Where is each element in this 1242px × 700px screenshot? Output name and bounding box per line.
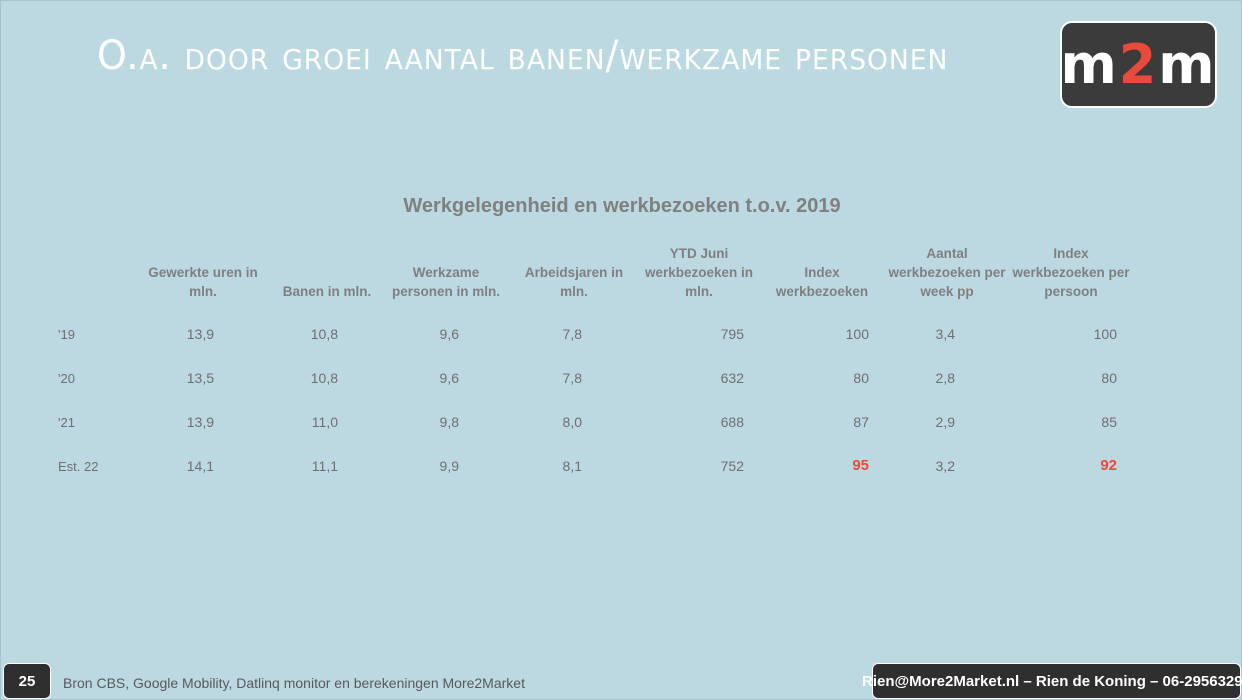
table-cell: 10,8 [310, 326, 338, 342]
row-label-19: '19 [58, 327, 75, 342]
table-cell: 10,8 [310, 370, 338, 386]
row-label-20: '20 [58, 371, 75, 386]
table-cell: 87 [853, 414, 869, 430]
table-cell: 9,6 [439, 370, 459, 386]
header-gewerkte-uren: Gewerkte uren in mln. [148, 265, 258, 299]
logo-accent-2: 2 [1118, 33, 1159, 96]
page-number-badge: 25 [3, 663, 51, 699]
header-index-werkbezoeken: Index werkbezoeken [775, 265, 869, 299]
table-cell: 2,8 [935, 370, 955, 386]
table-cell: 632 [720, 370, 744, 386]
logo-letter-m1: m [1060, 33, 1119, 96]
header-werkzame-personen: Werkzame personen in mln. [391, 265, 500, 299]
header-index-per-persoon: Index werkbezoeken per persoon [1012, 246, 1130, 299]
table-cell: 688 [720, 414, 744, 430]
table-cell: 13,9 [186, 326, 214, 342]
logo-letter-m2: m [1158, 33, 1217, 96]
header-ytd-werkbezoeken: YTD Juni werkbezoeken in mln. [644, 246, 754, 299]
table-cell: 752 [720, 458, 744, 474]
table-cell: 9,9 [439, 458, 459, 474]
table-cell: 80 [1101, 370, 1117, 386]
table-cell: 85 [1101, 414, 1117, 430]
table-cell: 13,9 [186, 414, 214, 430]
table-cell: 3,4 [935, 326, 955, 342]
table-cell: 100 [1093, 326, 1117, 342]
highlighted-index-per-persoon-value: 92 [1100, 457, 1117, 474]
row-label-21: '21 [58, 415, 75, 430]
table-cell: 11,0 [311, 414, 338, 430]
table-cell: 7,8 [562, 370, 582, 386]
table-cell: 8,1 [562, 458, 582, 474]
table-cell: 2,9 [935, 414, 955, 430]
row-label-est-22: Est. 22 [58, 459, 99, 474]
table-cell: 11,1 [311, 458, 338, 474]
table-cell: 14,1 [186, 458, 214, 474]
contact-badge: Rien@More2Market.nl – Rien de Koning – 0… [862, 663, 1242, 699]
table-cell: 3,2 [935, 458, 955, 474]
table-cell: 795 [720, 326, 744, 342]
table-cell: 9,8 [439, 414, 459, 430]
table-cell: 8,0 [562, 414, 582, 430]
table-cell: 9,6 [439, 326, 459, 342]
header-banen: Banen in mln. [282, 284, 372, 299]
table-title: Werkgelegenheid en werkbezoeken t.o.v. 2… [403, 195, 841, 217]
table-cell: 13,5 [186, 370, 214, 386]
highlighted-index-value: 95 [852, 457, 869, 474]
slide-title: O.a. door groei aantal banen/werkzame pe… [97, 33, 949, 79]
table-cell: 100 [845, 326, 869, 342]
header-arbeidsjaren: Arbeidsjaren in mln. [524, 265, 624, 299]
table-cell: 80 [853, 370, 869, 386]
source-note: Bron CBS, Google Mobility, Datlinq monit… [63, 675, 525, 691]
table-cell: 7,8 [562, 326, 582, 342]
header-aantal-werkbezoeken: Aantal werkbezoeken per week pp [888, 246, 1006, 299]
